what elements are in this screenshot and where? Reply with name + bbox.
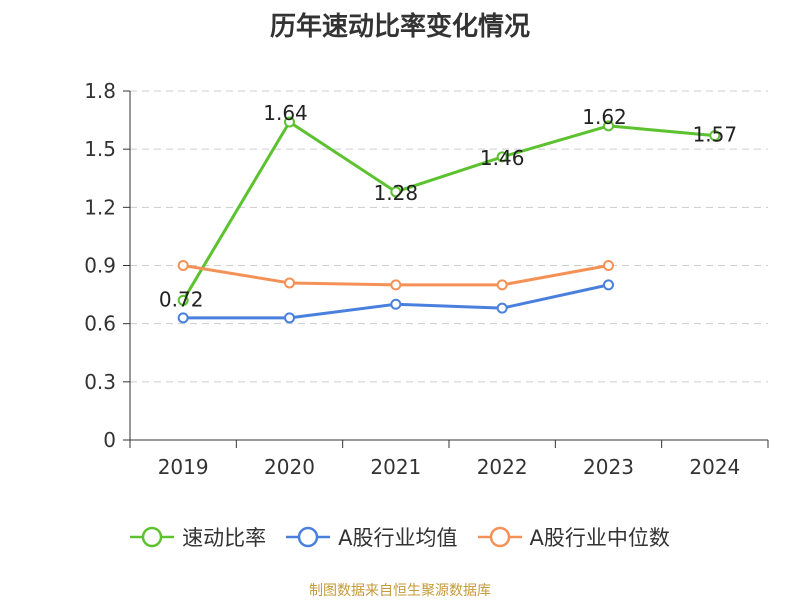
legend-label: A股行业均值	[338, 526, 458, 550]
data-point[interactable]	[177, 260, 189, 271]
data-point[interactable]	[390, 279, 402, 291]
legend-item-series-3[interactable]: A股行业中位数	[477, 522, 670, 552]
data-label: 1.57	[693, 123, 738, 147]
legend-marker-green-icon	[130, 526, 175, 548]
legend-label: 速动比率	[182, 526, 267, 550]
source-note: 制图数据来自恒生聚源数据库	[309, 583, 491, 599]
line-chart: 0 0.3 0.6 0.9 1.2 1.5 1.8 2019 2020 2021 2022 2023 2…	[84, 79, 769, 479]
data-point[interactable]	[284, 116, 295, 128]
data-point[interactable]	[709, 130, 721, 142]
x-tick-label: 2024	[689, 455, 740, 479]
data-labels: 0.72 1.64 1.28 1.46 1.62 1.57	[159, 101, 737, 311]
data-label: 1.28	[374, 181, 419, 205]
series-line-1	[181, 120, 715, 302]
y-tick-label: 0.3	[84, 370, 116, 394]
y-tick-label: 0.6	[84, 312, 116, 336]
series-lines	[177, 116, 721, 324]
legend: 速动比率 A股行业均值 A股行业中位数	[0, 522, 800, 552]
data-point[interactable]	[390, 298, 402, 310]
legend-marker-blue-icon	[286, 526, 331, 548]
data-point[interactable]	[177, 312, 189, 324]
x-tick-label: 2022	[477, 455, 528, 479]
x-tick-label: 2019	[158, 455, 209, 479]
data-label: 1.46	[480, 146, 525, 170]
data-point[interactable]	[284, 312, 295, 324]
data-point[interactable]	[284, 277, 295, 289]
data-point[interactable]	[496, 279, 508, 291]
data-point[interactable]	[496, 302, 508, 314]
y-tick-label: 1.8	[84, 79, 116, 103]
x-tick-label: 2021	[370, 455, 421, 479]
data-point[interactable]	[390, 186, 402, 198]
data-label: 1.62	[582, 105, 627, 129]
x-tick-label: 2023	[583, 455, 634, 479]
y-tick-label: 0.9	[84, 254, 116, 278]
legend-item-series-1[interactable]: 速动比率	[130, 522, 266, 552]
chart-title: 历年速动比率变化情况	[269, 12, 530, 42]
y-tick-label: 1.2	[84, 195, 116, 219]
legend-item-series-2[interactable]: A股行业均值	[286, 522, 458, 552]
gridlines	[130, 90, 768, 383]
data-point[interactable]	[177, 294, 189, 306]
data-label: 1.64	[263, 101, 308, 125]
axes: 0 0.3 0.6 0.9 1.2 1.5 1.8 2019 2020 2021 2022 2023 2…	[84, 79, 769, 479]
data-label: 0.72	[159, 287, 204, 311]
data-point[interactable]	[603, 260, 614, 271]
y-tick-label: 0	[103, 428, 116, 452]
legend-label: A股行业中位数	[529, 526, 670, 550]
legend-marker-orange-icon	[477, 526, 522, 548]
data-point[interactable]	[496, 151, 508, 163]
data-point[interactable]	[603, 279, 614, 291]
data-point[interactable]	[603, 120, 614, 132]
x-tick-label: 2020	[264, 455, 315, 479]
y-tick-label: 1.5	[84, 137, 116, 161]
